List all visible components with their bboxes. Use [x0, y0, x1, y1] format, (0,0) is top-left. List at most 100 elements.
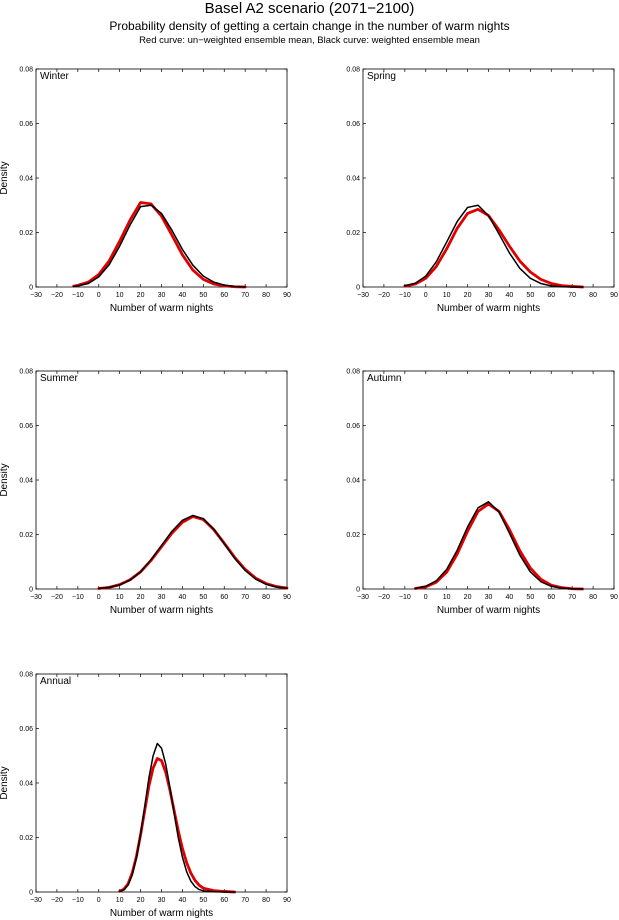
x-tick-label: 20: [137, 594, 145, 601]
x-tick-label: 0: [97, 292, 101, 299]
x-tick-label: 70: [568, 292, 576, 299]
x-tick-label: −20: [378, 292, 390, 299]
x-tick-label: 10: [443, 292, 451, 299]
panel-summer: −30 −20 −10 0 10 20 30 40 50 60 70 80 90 0 0.02 0.04 0.0…: [0, 369, 291, 617]
x-axis-label: Number of warm nights: [110, 605, 213, 616]
series-line-unweighted: [72, 201, 247, 289]
x-tick-label: 60: [547, 292, 555, 299]
y-tick-label: 0.02: [19, 835, 33, 842]
x-tick-label: 40: [179, 897, 187, 904]
x-tick-label: 0: [97, 594, 101, 601]
x-tick-label: 10: [116, 594, 124, 601]
y-tick-label: 0: [29, 285, 33, 292]
plot-frame: [362, 370, 615, 590]
x-tick-label: 80: [262, 292, 270, 299]
plot-frame: [35, 370, 288, 590]
x-tick-label: 70: [241, 594, 249, 601]
x-tick-label: 90: [610, 292, 618, 299]
x-tick-label: 70: [241, 292, 249, 299]
x-tick-label: 10: [116, 292, 124, 299]
x-tick-label: 50: [199, 594, 207, 601]
y-tick-label: 0.04: [346, 478, 360, 485]
x-tick-label: 10: [116, 897, 124, 904]
series-line-weighted: [98, 514, 288, 590]
y-tick-label: 0.08: [19, 67, 33, 74]
x-tick-label: 0: [424, 292, 428, 299]
x-tick-label: −10: [72, 897, 84, 904]
series-line-weighted: [72, 204, 246, 288]
x-axis-label: Number of warm nights: [437, 605, 540, 616]
y-tick-label: 0.02: [19, 532, 33, 539]
y-tick-label: 0.06: [346, 121, 360, 128]
x-tick-label: 90: [610, 594, 618, 601]
series-line-unweighted: [97, 515, 289, 590]
x-tick-label: 20: [464, 594, 472, 601]
series-line-weighted: [118, 742, 236, 893]
panel-label: Annual: [40, 676, 71, 687]
x-axis-label: Number of warm nights: [110, 908, 213, 919]
panel-label: Autumn: [367, 373, 401, 384]
y-tick-label: 0.06: [346, 423, 360, 430]
x-tick-label: −20: [51, 292, 63, 299]
panel-label: Spring: [367, 71, 396, 82]
series-line-weighted: [404, 204, 584, 288]
x-tick-label: 0: [97, 897, 101, 904]
x-tick-label: 30: [485, 594, 493, 601]
x-tick-label: −30: [30, 897, 42, 904]
plot-frame: [35, 673, 288, 893]
x-tick-label: 30: [158, 897, 166, 904]
x-tick-label: −30: [30, 292, 42, 299]
x-tick-label: 40: [179, 292, 187, 299]
x-tick-label: 70: [568, 594, 576, 601]
x-tick-label: 90: [283, 897, 291, 904]
y-tick-label: 0.04: [19, 478, 33, 485]
x-tick-label: 0: [424, 594, 428, 601]
x-tick-label: −10: [72, 292, 84, 299]
x-tick-label: 40: [506, 594, 514, 601]
y-axis-label: Density: [0, 161, 10, 194]
panel-annual: −30 −20 −10 0 10 20 30 40 50 60 70 80 90 0 0.02 0.04 0.0…: [0, 672, 291, 920]
panel-label: Summer: [40, 373, 78, 384]
x-tick-label: 30: [158, 594, 166, 601]
x-tick-label: −20: [51, 594, 63, 601]
x-tick-label: 40: [506, 292, 514, 299]
x-tick-label: 60: [220, 594, 228, 601]
x-tick-label: 90: [283, 292, 291, 299]
x-tick-label: 30: [158, 292, 166, 299]
x-tick-label: −20: [378, 594, 390, 601]
panel-spring: −30 −20 −10 0 10 20 30 40 50 60 70 80 90 0 0.02 0.04 0.0…: [346, 67, 618, 315]
x-tick-label: 60: [220, 292, 228, 299]
x-axis-label: Number of warm nights: [110, 303, 213, 314]
x-tick-label: 80: [262, 897, 270, 904]
series-line-unweighted: [118, 757, 237, 894]
x-tick-label: −30: [357, 594, 369, 601]
x-tick-label: −10: [72, 594, 84, 601]
x-tick-label: 50: [526, 292, 534, 299]
x-tick-label: 20: [464, 292, 472, 299]
x-tick-label: 20: [137, 897, 145, 904]
figure-caption: Red curve: un−weighted ensemble mean, Bl…: [139, 35, 480, 46]
x-tick-label: 80: [262, 594, 270, 601]
x-tick-label: 80: [589, 292, 597, 299]
series-line-unweighted: [403, 207, 585, 289]
series-line-weighted: [414, 501, 584, 590]
figure-subtitle: Probability density of getting a certain…: [109, 19, 510, 33]
y-tick-label: 0.04: [19, 176, 33, 183]
x-tick-label: −20: [51, 897, 63, 904]
figure-title: Basel A2 scenario (2071−2100): [204, 0, 415, 17]
y-tick-label: 0.04: [19, 781, 33, 788]
y-tick-label: 0: [356, 587, 360, 594]
x-tick-label: 20: [137, 292, 145, 299]
y-tick-label: 0.08: [346, 369, 360, 376]
x-tick-label: 30: [485, 292, 493, 299]
y-tick-label: 0.08: [19, 369, 33, 376]
x-tick-label: −30: [30, 594, 42, 601]
x-axis-label: Number of warm nights: [437, 303, 540, 314]
x-tick-label: 60: [547, 594, 555, 601]
x-tick-label: 80: [589, 594, 597, 601]
x-tick-label: 50: [199, 292, 207, 299]
y-tick-label: 0.06: [19, 726, 33, 733]
panel-autumn: −30 −20 −10 0 10 20 30 40 50 60 70 80 90 0 0.02 0.04 0.0…: [346, 369, 618, 617]
x-tick-label: 50: [199, 897, 207, 904]
